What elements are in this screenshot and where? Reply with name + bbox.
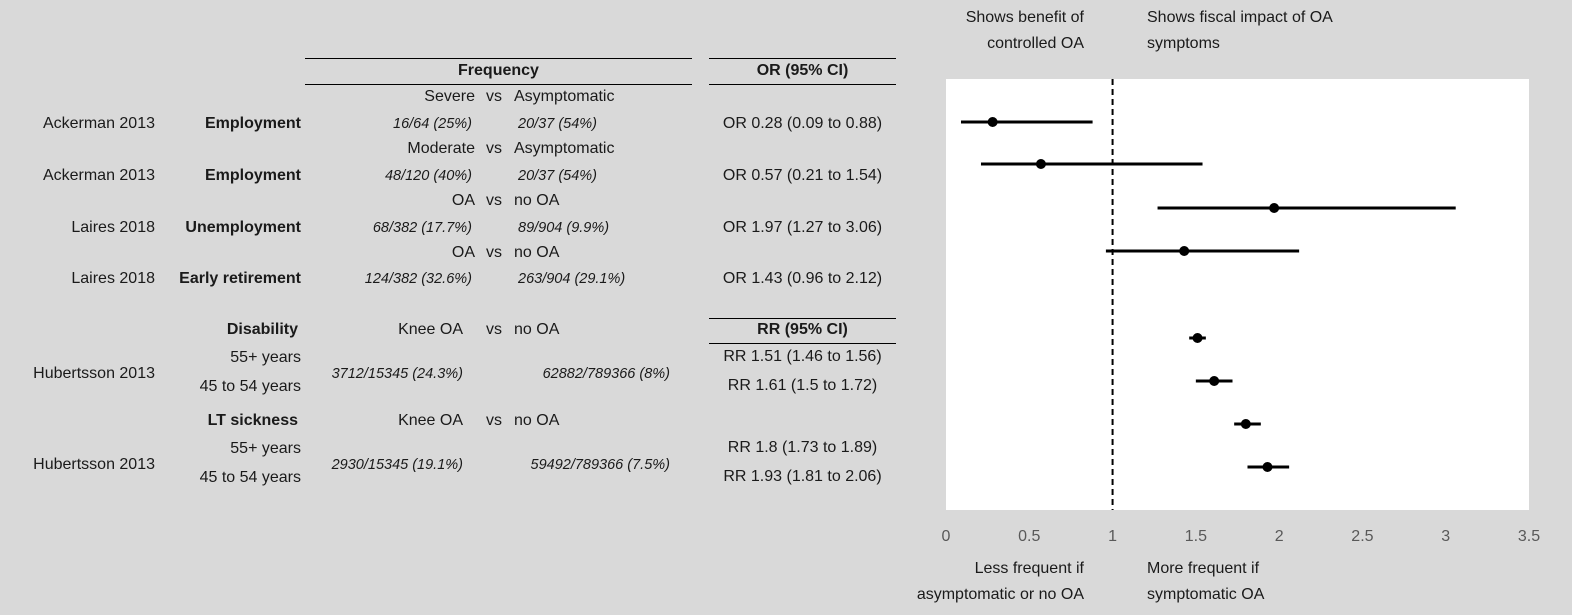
x-tick-label: 3 [1441, 528, 1450, 545]
frequency-reference: 59492/789366 (7.5%) [530, 457, 670, 473]
ci-text: RR 1.51 (1.46 to 1.56) [723, 348, 882, 365]
age-group: 55+ years [230, 440, 301, 457]
compare-left: OA [451, 244, 475, 261]
compare-vs: vs [486, 244, 502, 261]
ci-text: RR 1.93 (1.81 to 2.06) [723, 468, 882, 485]
more-frequent-label: More frequent if symptomatic OA [1147, 560, 1265, 603]
frequency-bottom-rule [305, 84, 692, 85]
frequency-exposed: 124/382 (32.6%) [364, 271, 472, 287]
compare-right: no OA [514, 412, 560, 429]
compare-left: Moderate [407, 140, 475, 157]
point-estimate [1035, 159, 1046, 169]
x-tick-label: 1.5 [1185, 528, 1207, 545]
age-group: 55+ years [230, 349, 301, 366]
frequency-top-rule [305, 58, 692, 59]
study-name: Laires 2018 [71, 219, 155, 236]
point-estimate [1179, 246, 1190, 256]
less-frequent-label: Less frequent if asymptomatic or no OA [916, 560, 1084, 603]
frequency-reference: 263/904 (29.1%) [518, 271, 626, 287]
compare-right: no OA [514, 192, 560, 209]
compare-right: no OA [514, 244, 560, 261]
study-name: Ackerman 2013 [42, 115, 155, 132]
frequency-header: Frequency [458, 62, 539, 79]
frequency-reference: 20/37 (54%) [518, 168, 597, 184]
frequency-reference: 62882/789366 (8%) [542, 366, 670, 382]
x-tick-label: 2.5 [1351, 528, 1373, 545]
rr-bottom-rule [709, 343, 896, 344]
compare-right: no OA [514, 321, 560, 338]
age-group: 45 to 54 years [199, 469, 301, 486]
compare-vs: vs [486, 140, 502, 157]
study-name: Hubertsson 2013 [33, 365, 155, 382]
frequency-exposed: 3712/15345 (24.3%) [331, 366, 463, 382]
rr-top-rule [709, 318, 896, 319]
rr-header: RR (95% CI) [757, 321, 848, 338]
point-estimate [1192, 333, 1203, 343]
frequency-reference: 20/37 (54%) [518, 116, 597, 132]
compare-right: Asymptomatic [514, 140, 615, 157]
point-estimate [1262, 462, 1273, 472]
point-estimate [1269, 203, 1280, 213]
outcome-name: Employment [204, 167, 301, 184]
x-tick-label: 0.5 [1018, 528, 1040, 545]
age-group: 45 to 54 years [199, 378, 301, 395]
x-tick-label: 1 [1108, 528, 1117, 545]
subgroup-outcome: Disability [226, 321, 298, 338]
impact-label: Shows fiscal impact of OA symptoms [1147, 9, 1333, 52]
x-tick-label: 2 [1275, 528, 1284, 545]
frequency-exposed: 48/120 (40%) [384, 168, 472, 184]
frequency-exposed: 2930/15345 (19.1%) [331, 457, 463, 473]
compare-left: OA [451, 192, 475, 209]
ci-text: RR 1.8 (1.73 to 1.89) [727, 439, 878, 456]
compare-left: Knee OA [398, 321, 463, 338]
point-estimate [987, 117, 998, 127]
or-bottom-rule [709, 84, 896, 85]
x-tick-label: 0 [942, 528, 951, 545]
compare-vs: vs [486, 192, 502, 209]
plot-area [946, 79, 1529, 510]
compare-vs: vs [486, 88, 502, 105]
study-name: Ackerman 2013 [42, 167, 155, 184]
ci-text: OR 0.57 (0.21 to 1.54) [722, 167, 883, 184]
benefit-label: Shows benefit of controlled OA [965, 9, 1084, 52]
compare-right: Asymptomatic [514, 88, 615, 105]
compare-left: Knee OA [398, 412, 463, 429]
outcome-name: Unemployment [185, 219, 301, 236]
compare-left: Severe [424, 88, 475, 105]
study-name: Laires 2018 [71, 270, 155, 287]
point-estimate [1209, 376, 1220, 386]
outcome-name: Early retirement [179, 270, 301, 287]
frequency-reference: 89/904 (9.9%) [518, 220, 610, 236]
frequency-exposed: 68/382 (17.7%) [372, 220, 472, 236]
x-tick-label: 3.5 [1518, 528, 1540, 545]
study-name: Hubertsson 2013 [33, 456, 155, 473]
ci-text: OR 0.28 (0.09 to 0.88) [722, 115, 883, 132]
or-header: OR (95% CI) [756, 62, 849, 79]
subgroup-outcome: LT sickness [207, 412, 298, 429]
compare-vs: vs [486, 412, 502, 429]
ci-text: OR 1.43 (0.96 to 2.12) [722, 270, 883, 287]
ci-text: OR 1.97 (1.27 to 3.06) [722, 219, 883, 236]
ci-text: RR 1.61 (1.5 to 1.72) [727, 377, 878, 394]
compare-vs: vs [486, 321, 502, 338]
or-top-rule [709, 58, 896, 59]
frequency-exposed: 16/64 (25%) [393, 116, 472, 132]
point-estimate [1240, 419, 1251, 429]
outcome-name: Employment [204, 115, 301, 132]
